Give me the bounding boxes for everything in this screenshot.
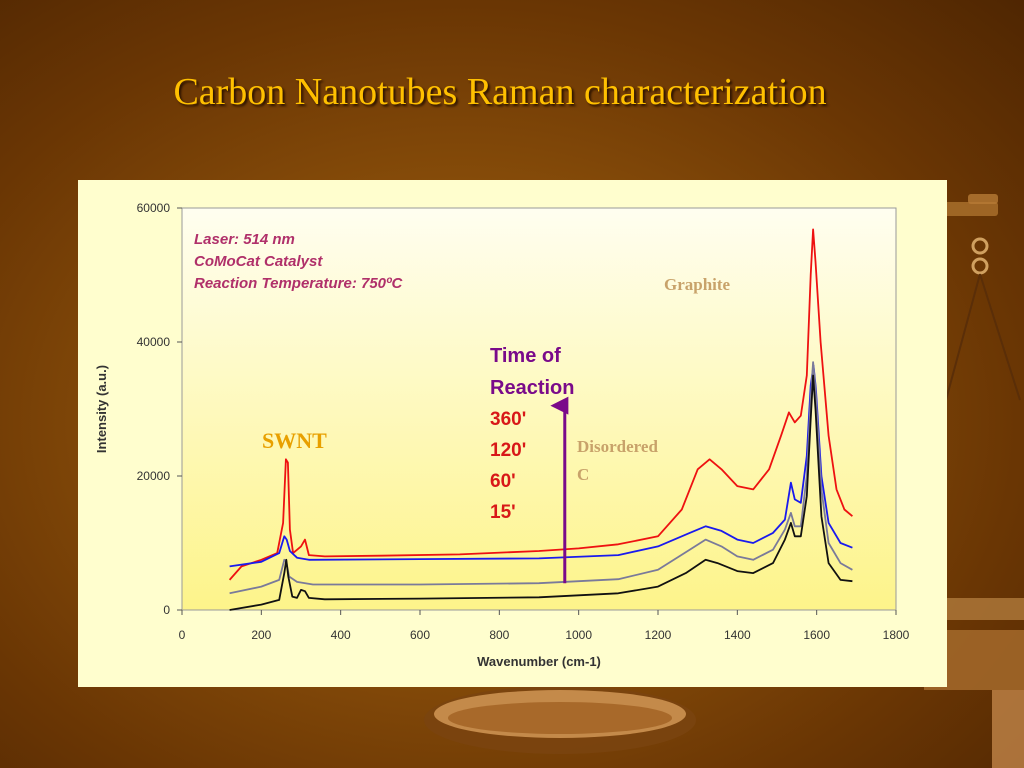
graphite-annotation: Graphite bbox=[664, 275, 731, 294]
x-tick-label: 1400 bbox=[724, 628, 751, 642]
x-tick-label: 800 bbox=[489, 628, 509, 642]
disordered-annotation-line2: C bbox=[577, 465, 589, 484]
swnt-annotation: SWNT bbox=[262, 428, 327, 453]
time-entry-15: 15' bbox=[490, 502, 516, 523]
x-tick-label: 1800 bbox=[883, 628, 910, 642]
time-of-reaction-legend: Time of Reaction 360' 120' 60' 15' bbox=[490, 345, 574, 523]
slide-title: Carbon Nanotubes Raman characterization bbox=[173, 71, 827, 113]
y-tick-label: 20000 bbox=[137, 469, 171, 483]
time-entry-360: 360' bbox=[490, 409, 526, 430]
y-axis-title: Intensity (a.u.) bbox=[94, 365, 109, 453]
axis-layer: 0 200 400 600 800 1000 1200 1400 1600 1800 0 20000 4… bbox=[137, 201, 910, 642]
x-axis-title: Wavenumber (cm-1) bbox=[477, 654, 601, 669]
x-tick-label: 400 bbox=[331, 628, 351, 642]
series-layer bbox=[228, 228, 853, 611]
condition-laser: Laser: 514 nm bbox=[194, 231, 295, 248]
x-tick-label: 200 bbox=[251, 628, 271, 642]
scale-dish-decoration bbox=[424, 686, 696, 754]
x-tick-label: 1200 bbox=[645, 628, 672, 642]
x-tick-label: 1600 bbox=[803, 628, 830, 642]
x-tick-label: 0 bbox=[179, 628, 186, 642]
condition-catalyst: CoMoCat Catalyst bbox=[194, 253, 323, 270]
y-tick-label: 60000 bbox=[137, 201, 171, 215]
condition-temperature: Reaction Temperature: 750ºC bbox=[194, 275, 403, 292]
disordered-annotation-line1: Disordered bbox=[577, 437, 658, 456]
time-heading-line2: Reaction bbox=[490, 377, 574, 399]
conditions-legend: Laser: 514 nm CoMoCat Catalyst Reaction … bbox=[194, 231, 403, 292]
raman-spectrum-chart: 0 200 400 600 800 1000 1200 1400 1600 1800 0 20000 4… bbox=[94, 201, 910, 669]
spectrum-line-4 bbox=[229, 374, 853, 611]
y-tick-label: 0 bbox=[163, 603, 170, 617]
spectrum-line-1 bbox=[228, 228, 853, 581]
time-entry-60: 60' bbox=[490, 471, 516, 492]
time-entry-120: 120' bbox=[490, 440, 526, 461]
time-heading-line1: Time of bbox=[490, 345, 561, 367]
x-tick-label: 1000 bbox=[565, 628, 592, 642]
raman-chart-panel: 0 200 400 600 800 1000 1200 1400 1600 1800 0 20000 4… bbox=[78, 180, 947, 687]
y-tick-label: 40000 bbox=[137, 335, 171, 349]
x-tick-label: 600 bbox=[410, 628, 430, 642]
